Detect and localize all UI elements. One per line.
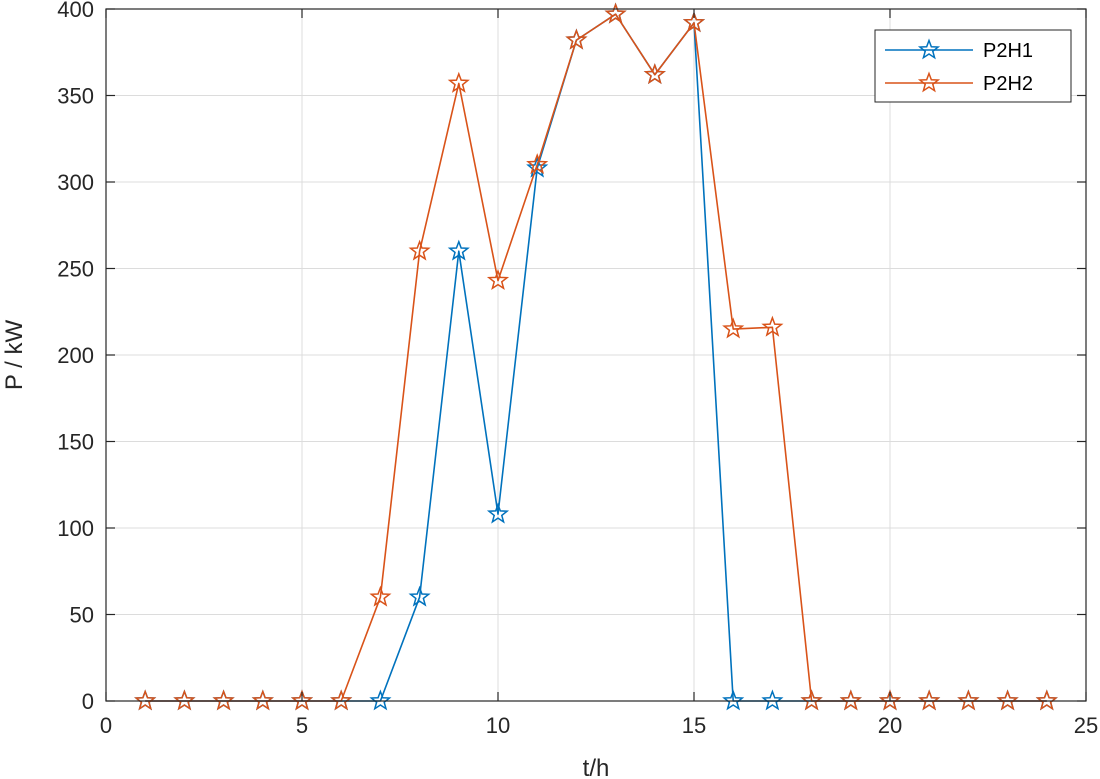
data-point [565, 28, 588, 50]
grid-lines [106, 9, 1086, 701]
data-point [761, 689, 784, 711]
y-tick-label: 200 [57, 343, 94, 368]
legend-label: P2H1 [983, 40, 1033, 62]
data-point [447, 239, 470, 261]
y-tick-label: 250 [57, 257, 94, 282]
axis-ticks [105, 8, 1087, 702]
y-tick-label: 100 [57, 516, 94, 541]
data-point [290, 689, 314, 711]
data-point [526, 153, 549, 175]
legend-marker [917, 71, 941, 93]
data-point [330, 689, 353, 711]
legend-item: P2H1 [885, 38, 1033, 62]
data-point [722, 689, 745, 711]
y-tick-label: 50 [70, 603, 94, 628]
data-point [486, 268, 510, 291]
data-point [173, 689, 196, 711]
x-tick-label: 15 [682, 713, 706, 738]
x-tick-label: 20 [878, 713, 902, 738]
data-point [408, 585, 431, 607]
data-point [486, 502, 510, 524]
x-tick-label: 25 [1074, 713, 1098, 738]
y-tick-label: 150 [57, 430, 94, 455]
series-line [145, 13, 1047, 702]
data-point [643, 63, 666, 85]
data-point [996, 689, 1019, 711]
y-tick-label: 350 [57, 84, 94, 109]
data-point [1035, 689, 1058, 711]
legend-label: P2H2 [983, 73, 1033, 95]
data-point [408, 239, 431, 261]
data-point [604, 2, 627, 24]
data-point [761, 315, 784, 337]
data-point [447, 71, 470, 93]
legend-item: P2H2 [885, 71, 1033, 95]
y-tick-label: 400 [57, 0, 94, 22]
data-point [722, 317, 745, 339]
legend: P2H1 P2H2 [874, 29, 1072, 103]
series-line [145, 13, 1047, 702]
series-layer [134, 2, 1058, 711]
x-axis-label: t/h [583, 755, 610, 779]
y-tick-label: 300 [57, 170, 94, 195]
data-point [212, 689, 235, 711]
y-axis-label: P / kW [1, 320, 28, 391]
data-point [251, 689, 274, 711]
data-point [878, 689, 902, 711]
data-point [839, 689, 862, 711]
legend-box [874, 29, 1072, 103]
x-tick-label: 5 [296, 713, 308, 738]
data-point [800, 689, 823, 711]
x-tick-label: 10 [486, 713, 510, 738]
series-p2h1 [134, 2, 1058, 711]
x-tick-label: 0 [100, 713, 112, 738]
data-point [369, 689, 392, 711]
data-point [682, 11, 706, 33]
data-point [526, 156, 549, 178]
y-tick-label: 0 [82, 689, 94, 714]
data-point [134, 689, 157, 711]
legend-marker [917, 38, 941, 60]
data-point [918, 689, 941, 711]
data-point [369, 585, 392, 607]
data-point [957, 689, 980, 711]
series-p2h2 [134, 2, 1058, 711]
